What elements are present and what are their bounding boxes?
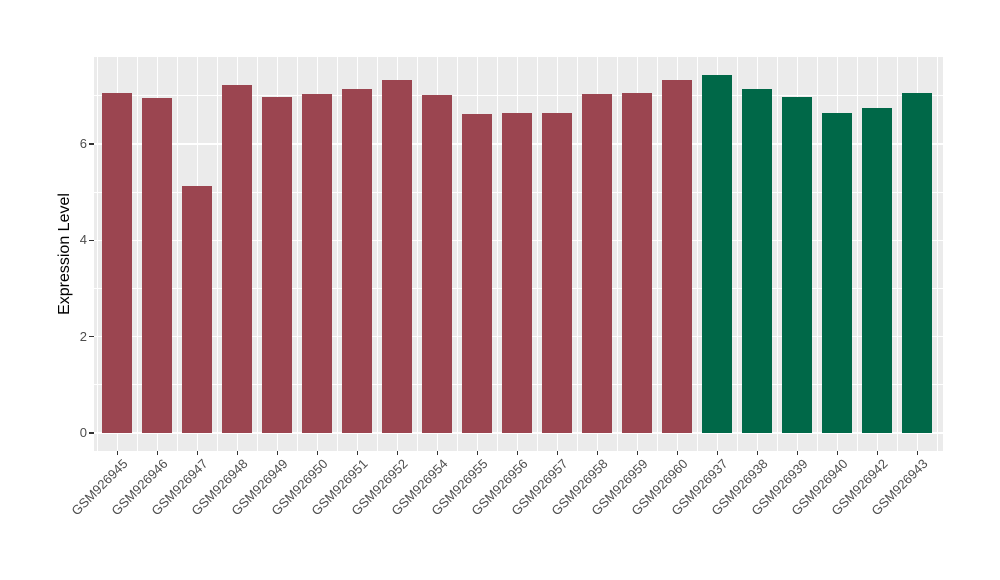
x-tick	[916, 451, 919, 455]
y-tick-label: 6	[79, 135, 87, 151]
gridline-minor-vertical	[536, 57, 538, 451]
gridline-minor-vertical	[496, 57, 498, 451]
bar-GSM926943	[902, 93, 933, 433]
x-tick	[316, 451, 319, 455]
bar-GSM926949	[262, 96, 293, 433]
gridline-minor-vertical	[816, 57, 818, 451]
bar-GSM926958	[582, 94, 613, 433]
x-tick	[156, 451, 159, 455]
x-tick	[836, 451, 839, 455]
x-tick	[116, 451, 119, 455]
bar-GSM926955	[462, 114, 493, 433]
gridline-minor-vertical	[136, 57, 138, 451]
x-tick	[516, 451, 519, 455]
x-tick	[556, 451, 559, 455]
x-tick	[356, 451, 359, 455]
gridline-minor-vertical	[656, 57, 658, 451]
bar-GSM926946	[142, 98, 173, 433]
y-tick-label: 4	[79, 232, 87, 248]
x-tick	[596, 451, 599, 455]
bar-GSM926959	[622, 93, 653, 433]
x-tick	[636, 451, 639, 455]
bar-GSM926952	[382, 80, 413, 433]
x-tick	[756, 451, 759, 455]
gridline-minor-vertical	[296, 57, 298, 451]
bar-GSM926957	[542, 112, 573, 433]
gridline-minor-vertical	[856, 57, 858, 451]
x-tick	[476, 451, 479, 455]
x-tick	[436, 451, 439, 455]
gridline-minor-vertical	[256, 57, 258, 451]
gridline-minor-vertical	[336, 57, 338, 451]
gridline-minor-vertical	[416, 57, 418, 451]
x-tick	[716, 451, 719, 455]
gridline-minor-horizontal	[94, 95, 943, 97]
y-tick-label: 2	[79, 328, 87, 344]
bar-GSM926948	[222, 85, 253, 433]
gridline-minor-vertical	[216, 57, 218, 451]
bar-GSM926937	[702, 75, 733, 433]
y-tick	[89, 432, 94, 434]
bar-GSM926940	[822, 112, 853, 433]
gridline-minor-vertical	[776, 57, 778, 451]
bar-GSM926951	[342, 88, 373, 433]
gridline-minor-vertical	[936, 57, 938, 451]
x-tick	[676, 451, 679, 455]
y-tick	[89, 143, 94, 145]
gridline-minor-vertical	[376, 57, 378, 451]
x-tick	[876, 451, 879, 455]
bar-GSM926942	[862, 108, 893, 433]
bar-GSM926939	[782, 97, 813, 433]
x-tick	[196, 451, 199, 455]
x-tick	[396, 451, 399, 455]
x-tick	[236, 451, 239, 455]
bar-GSM926956	[502, 112, 533, 433]
bar-GSM926960	[662, 79, 693, 433]
gridline-minor-vertical	[176, 57, 178, 451]
gridline-minor-vertical	[736, 57, 738, 451]
gridline-major-horizontal	[94, 432, 943, 434]
gridline-minor-vertical	[576, 57, 578, 451]
x-tick	[796, 451, 799, 455]
gridline-minor-vertical	[896, 57, 898, 451]
gridline-minor-vertical	[616, 57, 618, 451]
y-tick	[89, 239, 94, 242]
gridline-minor-vertical	[696, 57, 698, 451]
x-tick	[276, 451, 279, 455]
gridline-minor-vertical	[456, 57, 458, 451]
gridline-minor-vertical	[96, 57, 98, 451]
bar-GSM926947	[182, 186, 213, 433]
bar-GSM926945	[102, 93, 133, 433]
bar-GSM926954	[422, 94, 453, 433]
y-tick	[89, 335, 94, 338]
bar-GSM926938	[742, 88, 773, 433]
bar-GSM926950	[302, 94, 333, 433]
y-tick-label: 0	[79, 425, 87, 440]
